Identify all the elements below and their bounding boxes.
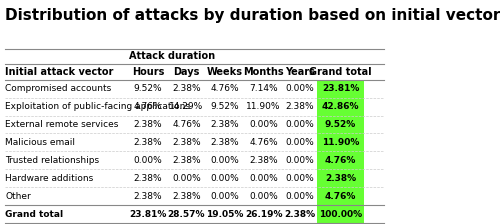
Text: 9.52%: 9.52% (210, 102, 240, 111)
Text: 4.76%: 4.76% (134, 102, 162, 111)
Bar (318, 80, 364, 98)
Text: 0.00%: 0.00% (286, 138, 314, 147)
Text: 4.76%: 4.76% (325, 192, 356, 200)
Text: Weeks: Weeks (207, 67, 243, 77)
Text: 2.38%: 2.38% (172, 192, 201, 200)
Text: 14.29%: 14.29% (170, 102, 203, 111)
Text: 4.76%: 4.76% (325, 156, 356, 165)
Text: Attack duration: Attack duration (128, 52, 214, 61)
Text: Months: Months (243, 67, 284, 77)
Text: 2.38%: 2.38% (210, 138, 240, 147)
Text: External remote services: External remote services (5, 120, 118, 129)
Text: 23.81%: 23.81% (322, 84, 360, 93)
Text: 0.00%: 0.00% (286, 84, 314, 93)
Text: 2.38%: 2.38% (286, 102, 314, 111)
Text: Years: Years (285, 67, 315, 77)
Text: 100.00%: 100.00% (319, 210, 362, 219)
Text: 0.00%: 0.00% (286, 192, 314, 200)
Text: 26.19%: 26.19% (245, 210, 282, 219)
Text: Hardware additions: Hardware additions (5, 174, 94, 183)
Bar (318, 116, 364, 134)
Text: 2.38%: 2.38% (134, 138, 162, 147)
Text: 0.00%: 0.00% (210, 156, 240, 165)
Text: 0.00%: 0.00% (134, 156, 162, 165)
Text: Compromised accounts: Compromised accounts (5, 84, 112, 93)
Text: 2.38%: 2.38% (284, 210, 316, 219)
Text: 11.90%: 11.90% (322, 138, 360, 147)
Text: 4.76%: 4.76% (172, 120, 201, 129)
Text: 2.38%: 2.38% (172, 138, 201, 147)
Text: Initial attack vector: Initial attack vector (5, 67, 114, 77)
Text: Grand total: Grand total (5, 210, 64, 219)
Text: Other: Other (5, 192, 31, 200)
Text: 0.00%: 0.00% (210, 192, 240, 200)
Text: 2.38%: 2.38% (249, 156, 278, 165)
Bar (318, 205, 364, 224)
Text: 0.00%: 0.00% (249, 192, 278, 200)
Text: 4.76%: 4.76% (210, 84, 240, 93)
Bar (318, 151, 364, 169)
Text: 2.38%: 2.38% (134, 120, 162, 129)
Text: 9.52%: 9.52% (325, 120, 356, 129)
Text: 2.38%: 2.38% (172, 156, 201, 165)
Text: 2.38%: 2.38% (325, 174, 356, 183)
Text: Exploitation of public-facing applications: Exploitation of public-facing applicatio… (5, 102, 190, 111)
Text: 4.76%: 4.76% (249, 138, 278, 147)
Text: 23.81%: 23.81% (129, 210, 166, 219)
Text: Distribution of attacks by duration based on initial vector: Distribution of attacks by duration base… (5, 8, 500, 23)
Text: Grand total: Grand total (310, 67, 372, 77)
Text: 0.00%: 0.00% (286, 174, 314, 183)
Text: 0.00%: 0.00% (249, 120, 278, 129)
Text: 42.86%: 42.86% (322, 102, 360, 111)
Text: Malicious email: Malicious email (5, 138, 75, 147)
Text: 2.38%: 2.38% (172, 84, 201, 93)
Text: 2.38%: 2.38% (210, 120, 240, 129)
Bar (318, 169, 364, 187)
Text: 2.38%: 2.38% (134, 192, 162, 200)
Text: 2.38%: 2.38% (134, 174, 162, 183)
Text: Days: Days (173, 67, 200, 77)
Bar (318, 187, 364, 205)
Text: 0.00%: 0.00% (210, 174, 240, 183)
Bar (318, 98, 364, 116)
Text: 7.14%: 7.14% (249, 84, 278, 93)
Text: 19.05%: 19.05% (206, 210, 244, 219)
Text: 9.52%: 9.52% (134, 84, 162, 93)
Text: 28.57%: 28.57% (168, 210, 205, 219)
Text: 0.00%: 0.00% (286, 156, 314, 165)
Text: 11.90%: 11.90% (246, 102, 281, 111)
Text: Hours: Hours (132, 67, 164, 77)
Bar (318, 134, 364, 151)
Text: 0.00%: 0.00% (172, 174, 201, 183)
Text: 0.00%: 0.00% (249, 174, 278, 183)
Text: 0.00%: 0.00% (286, 120, 314, 129)
Text: Trusted relationships: Trusted relationships (5, 156, 100, 165)
